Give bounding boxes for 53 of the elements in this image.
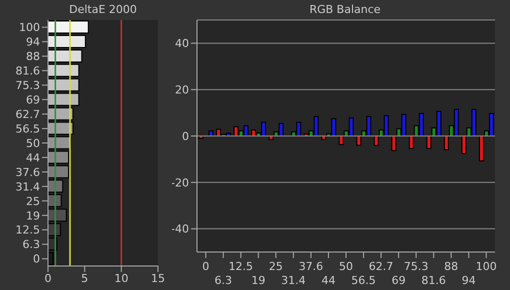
x-tick-label: 94 (462, 274, 476, 287)
chart-title: DeltaE 2000 (68, 3, 138, 16)
y-tick-label: 37.6 (16, 166, 40, 179)
y-tick-label: 20 (175, 84, 189, 97)
x-tick-label: 19 (251, 274, 266, 287)
y-tick-label: 19 (26, 209, 40, 222)
x-tick-label: 5 (81, 272, 88, 285)
y-tick-label: 44 (26, 151, 40, 164)
y-tick-label: 62.7 (16, 108, 40, 121)
y-tick-label: 56.5 (16, 122, 40, 136)
x-tick-label: 75.3 (404, 260, 428, 273)
x-tick-label: 6.3 (214, 274, 232, 287)
y-tick-label: 40 (175, 37, 189, 50)
bar (478, 136, 484, 162)
y-tick-label: 0 (182, 130, 189, 143)
y-tick-label: 12.5 (16, 224, 40, 237)
y-tick-label: -20 (171, 176, 189, 190)
y-tick-label: 50 (26, 136, 40, 150)
x-tick-label: 15 (151, 272, 165, 285)
bar (461, 136, 466, 154)
x-tick-label: 37.6 (298, 260, 324, 273)
y-tick-label: 69 (26, 93, 40, 106)
y-tick-label: 100 (19, 21, 40, 34)
bar (408, 136, 414, 150)
y-tick-label: 31.4 (16, 180, 40, 194)
x-tick-label: 0 (202, 260, 210, 273)
chart-title: RGB Balance (308, 3, 382, 16)
y-tick-label: 6.3 (22, 238, 40, 252)
bar (356, 136, 362, 146)
x-tick-label: 100 (476, 260, 497, 273)
x-tick-label: 69 (392, 274, 406, 287)
y-tick-label: 81.6 (16, 64, 40, 78)
bar (426, 136, 432, 150)
x-tick-label: 44 (321, 274, 336, 287)
x-tick-label: 88 (444, 260, 458, 273)
x-tick-label: 81.6 (421, 274, 446, 287)
x-tick-label: 0 (44, 272, 52, 285)
y-tick-label: 88 (26, 50, 40, 64)
x-tick-label: 10 (114, 272, 128, 285)
y-tick-label: 75.3 (16, 79, 40, 92)
x-tick-label: 50 (339, 260, 353, 273)
x-tick-label: 31.4 (281, 274, 306, 287)
x-tick-label: 56.5 (351, 274, 376, 287)
y-tick-label: 25 (26, 194, 40, 208)
x-tick-label: 62.7 (368, 260, 394, 273)
x-tick-label: 25 (268, 260, 283, 273)
bar (374, 136, 379, 146)
bar (391, 136, 396, 152)
y-tick-label: -40 (171, 222, 189, 236)
bar (338, 136, 344, 146)
x-tick-label: 12.5 (228, 260, 254, 273)
bar (444, 136, 449, 150)
y-tick-label: 94 (26, 36, 40, 49)
